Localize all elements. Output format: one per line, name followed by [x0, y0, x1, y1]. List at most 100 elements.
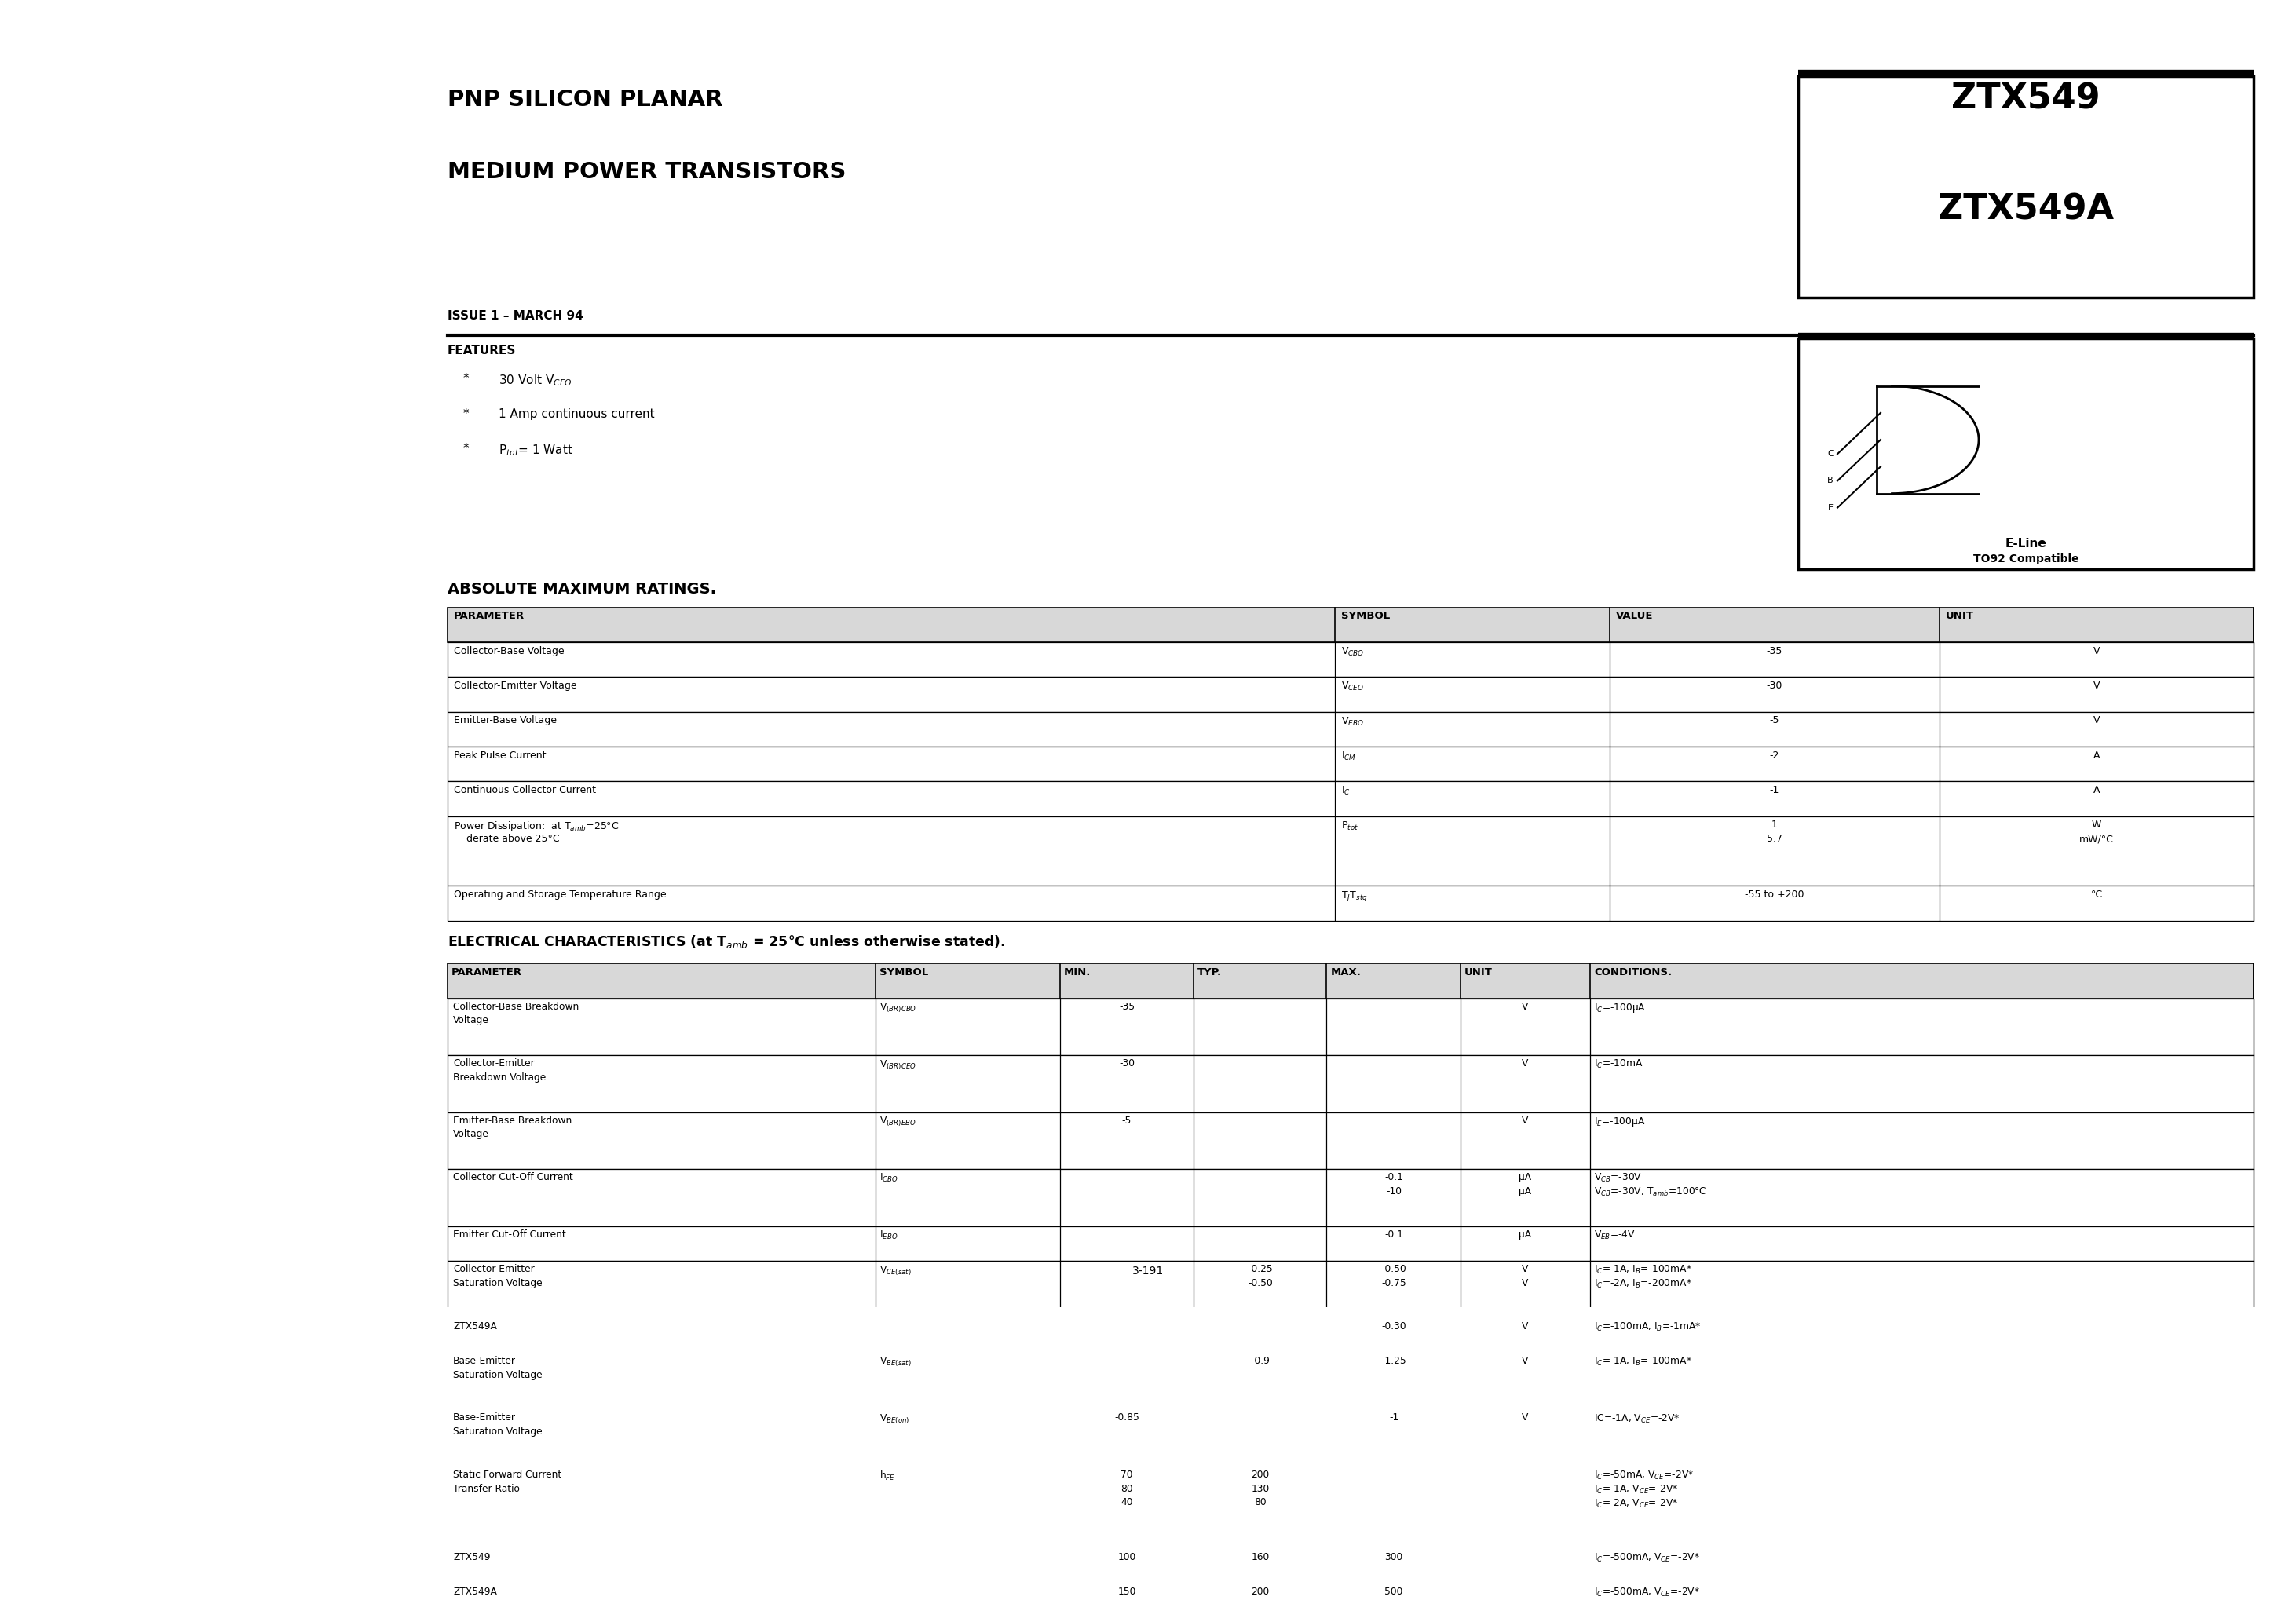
- Text: I$_E$=-100μA: I$_E$=-100μA: [1593, 1116, 1646, 1127]
- Bar: [448, 1410, 2255, 1466]
- Text: P$_{tot}$: P$_{tot}$: [1341, 821, 1359, 832]
- Text: Breakdown Voltage: Breakdown Voltage: [452, 1072, 546, 1082]
- Text: Voltage: Voltage: [452, 1129, 489, 1140]
- Text: I$_{CM}$: I$_{CM}$: [1341, 751, 1357, 762]
- Text: TO92 Compatible: TO92 Compatible: [1972, 553, 2078, 564]
- Text: I$_{C}$: I$_{C}$: [1341, 785, 1350, 796]
- Text: I$_C$=-100mA, I$_B$=-1mA*: I$_C$=-100mA, I$_B$=-1mA*: [1593, 1320, 1701, 1333]
- Text: Emitter-Base Breakdown: Emitter-Base Breakdown: [452, 1116, 572, 1126]
- Text: Collector-Emitter: Collector-Emitter: [452, 1264, 535, 1275]
- Text: V: V: [1522, 1413, 1529, 1422]
- Text: E-Line: E-Line: [2004, 539, 2046, 550]
- Bar: [448, 607, 2255, 642]
- Text: Power Dissipation:  at T$_{amb}$=25°C: Power Dissipation: at T$_{amb}$=25°C: [455, 821, 620, 834]
- Text: -35: -35: [1118, 1001, 1134, 1012]
- Text: I$_C$=-50mA, V$_{CE}$=-2V*: I$_C$=-50mA, V$_{CE}$=-2V*: [1593, 1470, 1694, 1481]
- Text: V$_{BE(sat)}$: V$_{BE(sat)}$: [879, 1356, 912, 1369]
- Text: 200: 200: [1251, 1586, 1270, 1598]
- Text: V: V: [1522, 1116, 1529, 1126]
- Text: MIN.: MIN.: [1063, 967, 1091, 978]
- Text: V: V: [1522, 1001, 1529, 1012]
- Text: MAX.: MAX.: [1332, 967, 1362, 978]
- Text: Collector-Emitter: Collector-Emitter: [452, 1059, 535, 1069]
- Text: 100: 100: [1118, 1552, 1137, 1562]
- Text: I$_{CBO}$: I$_{CBO}$: [879, 1173, 898, 1184]
- Text: V$_{EB}$=-4V: V$_{EB}$=-4V: [1593, 1229, 1635, 1241]
- Text: Emitter-Base Voltage: Emitter-Base Voltage: [455, 715, 556, 725]
- Text: 80: 80: [1120, 1484, 1132, 1494]
- Text: SYMBOL: SYMBOL: [879, 967, 928, 978]
- Bar: [448, 1583, 2255, 1619]
- Text: C: C: [1828, 449, 1835, 457]
- Text: V$_{CBO}$: V$_{CBO}$: [1341, 646, 1364, 659]
- Text: FEATURES: FEATURES: [448, 345, 517, 357]
- Bar: [448, 886, 2255, 921]
- Text: -1.25: -1.25: [1382, 1356, 1405, 1366]
- Text: IC=-1A, V$_{CE}$=-2V*: IC=-1A, V$_{CE}$=-2V*: [1593, 1413, 1681, 1424]
- Text: W: W: [2092, 821, 2101, 830]
- Text: 1: 1: [1773, 821, 1777, 830]
- Text: ZTX549: ZTX549: [452, 1552, 491, 1562]
- Text: PARAMETER: PARAMETER: [452, 967, 521, 978]
- Text: PNP SILICON PLANAR: PNP SILICON PLANAR: [448, 89, 723, 110]
- Text: ZTX549A: ZTX549A: [452, 1320, 496, 1332]
- Text: 200: 200: [1251, 1470, 1270, 1479]
- Text: I$_C$=-2A, I$_B$=-200mA*: I$_C$=-2A, I$_B$=-200mA*: [1593, 1278, 1692, 1289]
- Text: -1: -1: [1770, 785, 1779, 795]
- Text: 40: 40: [1120, 1497, 1132, 1508]
- Text: μA: μA: [1520, 1186, 1531, 1197]
- Text: -0.30: -0.30: [1382, 1320, 1405, 1332]
- Text: TYP.: TYP.: [1199, 967, 1221, 978]
- Text: Saturation Voltage: Saturation Voltage: [452, 1427, 542, 1437]
- Text: -5: -5: [1770, 715, 1779, 725]
- Bar: [448, 1169, 2255, 1226]
- Text: Transfer Ratio: Transfer Ratio: [452, 1484, 519, 1494]
- Text: V: V: [2094, 646, 2101, 657]
- Text: -1: -1: [1389, 1413, 1398, 1422]
- Text: -0.50: -0.50: [1247, 1278, 1272, 1288]
- Text: 150: 150: [1118, 1586, 1137, 1598]
- Text: -0.9: -0.9: [1251, 1356, 1270, 1366]
- Text: Collector-Emitter Voltage: Collector-Emitter Voltage: [455, 681, 576, 691]
- Text: 3-191: 3-191: [1132, 1265, 1164, 1277]
- Text: -0.25: -0.25: [1247, 1264, 1272, 1275]
- Bar: [448, 1113, 2255, 1169]
- Text: V$_{CE(sat)}$: V$_{CE(sat)}$: [879, 1264, 912, 1277]
- Text: *: *: [464, 409, 468, 420]
- Text: PARAMETER: PARAMETER: [455, 611, 523, 621]
- Text: V$_{(BR)CEO}$: V$_{(BR)CEO}$: [879, 1059, 916, 1072]
- Text: VALUE: VALUE: [1616, 611, 1653, 621]
- Text: P$_{tot}$= 1 Watt: P$_{tot}$= 1 Watt: [498, 443, 574, 457]
- Bar: [448, 963, 2255, 999]
- Bar: [448, 1549, 2255, 1583]
- Text: °C: °C: [2092, 889, 2103, 900]
- Text: 5.7: 5.7: [1766, 834, 1782, 843]
- Bar: [448, 676, 2255, 712]
- Text: *: *: [464, 373, 468, 384]
- Text: I$_{EBO}$: I$_{EBO}$: [879, 1229, 898, 1241]
- Text: -55 to +200: -55 to +200: [1745, 889, 1805, 900]
- Text: Collector-Base Breakdown: Collector-Base Breakdown: [452, 1001, 579, 1012]
- Text: Base-Emitter: Base-Emitter: [452, 1413, 517, 1422]
- Text: ISSUE 1 – MARCH 94: ISSUE 1 – MARCH 94: [448, 310, 583, 321]
- Text: 300: 300: [1384, 1552, 1403, 1562]
- Text: I$_C$=-1A, V$_{CE}$=-2V*: I$_C$=-1A, V$_{CE}$=-2V*: [1593, 1484, 1678, 1495]
- Bar: [448, 1317, 2255, 1353]
- Text: E: E: [1828, 504, 1835, 511]
- Bar: [448, 746, 2255, 782]
- Text: Saturation Voltage: Saturation Voltage: [452, 1278, 542, 1288]
- Text: V$_{CB}$=-30V, T$_{amb}$=100°C: V$_{CB}$=-30V, T$_{amb}$=100°C: [1593, 1186, 1706, 1199]
- Text: V: V: [1522, 1264, 1529, 1275]
- Text: ZTX549A: ZTX549A: [452, 1586, 496, 1598]
- Text: V: V: [2094, 715, 2101, 725]
- Bar: [1798, 76, 2255, 297]
- Text: -0.1: -0.1: [1384, 1229, 1403, 1239]
- Text: Base-Emitter: Base-Emitter: [452, 1356, 517, 1366]
- Text: UNIT: UNIT: [1945, 611, 1975, 621]
- Text: μA: μA: [1520, 1173, 1531, 1182]
- Text: A: A: [2094, 751, 2101, 761]
- Bar: [448, 782, 2255, 816]
- Text: h$_{FE}$: h$_{FE}$: [879, 1470, 895, 1483]
- Text: derate above 25°C: derate above 25°C: [455, 834, 560, 843]
- Text: I$_C$=-2A, V$_{CE}$=-2V*: I$_C$=-2A, V$_{CE}$=-2V*: [1593, 1497, 1678, 1510]
